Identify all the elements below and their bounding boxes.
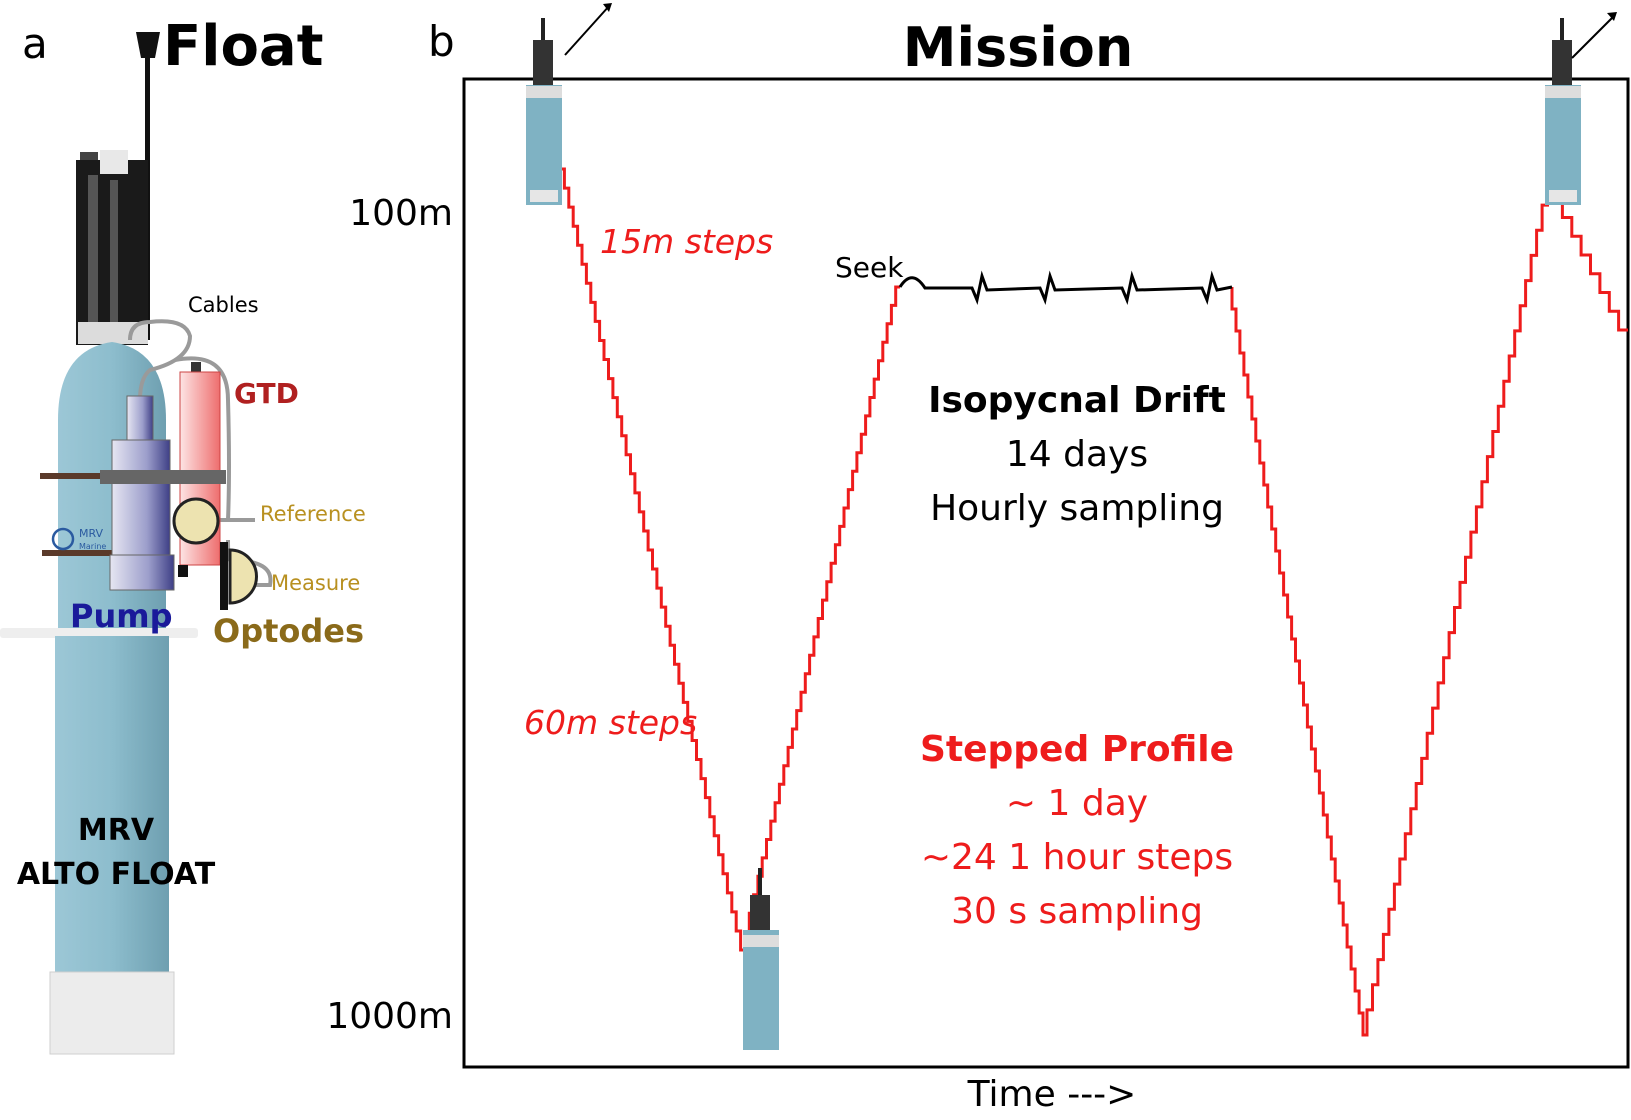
panel-a: a Float MRV Marine xyxy=(0,14,366,1055)
label-measure: Measure xyxy=(271,571,360,595)
logo-subtext: Marine xyxy=(79,542,106,551)
profile-line-1: ~ 1 day xyxy=(1006,783,1148,824)
mount-clamp xyxy=(100,470,226,484)
annotation-seek: Seek xyxy=(835,251,904,284)
annotation-60m-steps: 60m steps xyxy=(524,703,697,742)
label-optodes: Optodes xyxy=(213,612,364,650)
panel-b: b Mission 100m 1000m Time ---> xyxy=(326,3,1630,1115)
float-icon-depth xyxy=(743,868,779,1050)
drift-line-1: 14 days xyxy=(1006,434,1148,475)
mount-bar-lower xyxy=(42,550,122,556)
optode-reference xyxy=(172,497,220,545)
float-icon-surface-start xyxy=(526,3,612,205)
panel-a-letter: a xyxy=(22,19,48,68)
annotation-15m-steps: 15m steps xyxy=(600,222,773,261)
optode-measure xyxy=(220,542,258,610)
label-float-name-2: ALTO FLOAT xyxy=(17,857,216,892)
profile-line-3: 30 s sampling xyxy=(951,891,1203,932)
y-tick-1000m: 1000m xyxy=(326,996,453,1037)
panel-b-title: Mission xyxy=(903,16,1134,79)
profile-title: Stepped Profile xyxy=(920,729,1234,770)
float-icon-surface-end xyxy=(1545,12,1617,205)
drift-line-2: Hourly sampling xyxy=(930,488,1224,529)
mrv-logo: MRV Marine xyxy=(51,527,106,551)
mount-bar-upper xyxy=(40,473,120,479)
x-axis-label: Time ---> xyxy=(967,1074,1137,1115)
label-float-name-1: MRV xyxy=(78,813,155,848)
panel-a-title: Float xyxy=(163,14,323,79)
drift-title: Isopycnal Drift xyxy=(928,380,1226,421)
label-pump: Pump xyxy=(70,597,172,635)
profile-line-2: ~24 1 hour steps xyxy=(921,837,1233,878)
y-tick-100m: 100m xyxy=(349,193,453,234)
plot-frame xyxy=(462,77,1630,1069)
label-reference: Reference xyxy=(260,502,366,526)
sensor-cage xyxy=(76,150,148,345)
pump xyxy=(100,395,226,591)
panel-b-letter: b xyxy=(428,17,455,66)
label-gtd: GTD xyxy=(234,377,299,410)
isopycnal-drift-line xyxy=(898,270,1233,306)
logo-text: MRV xyxy=(79,527,104,540)
stepped-profile-line xyxy=(558,150,1628,1037)
label-cables: Cables xyxy=(188,293,259,317)
